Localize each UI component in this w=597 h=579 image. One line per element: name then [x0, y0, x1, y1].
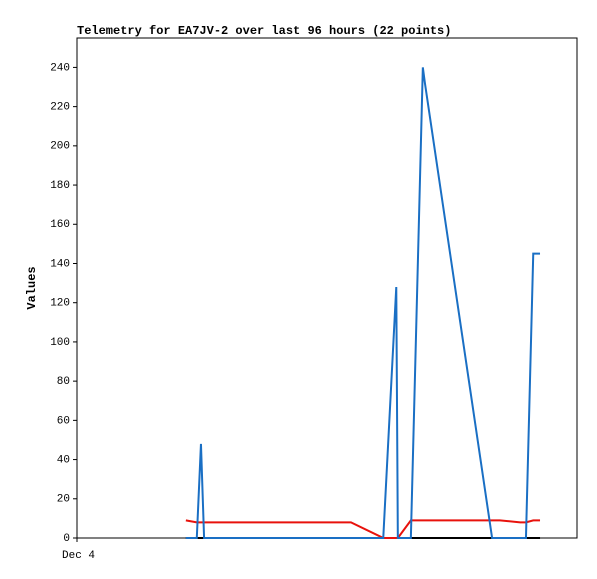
y-tick-label: 240	[50, 62, 70, 74]
plot-frame	[76, 37, 578, 539]
y-tick-label: 80	[57, 376, 70, 388]
y-axis-label: Values	[25, 266, 39, 309]
y-tick-label: 200	[50, 141, 70, 153]
y-tick-label: 180	[50, 180, 70, 192]
chart-title: Telemetry for EA7JV-2 over last 96 hours…	[77, 24, 451, 38]
y-tick-label: 40	[57, 454, 70, 466]
series-line	[185, 67, 541, 539]
y-tick-label: 160	[50, 219, 70, 231]
y-tick-label: 120	[50, 298, 70, 310]
y-tick-label: 100	[50, 337, 70, 349]
y-tick-label: 140	[50, 258, 70, 270]
x-tick-label: Dec 4	[62, 550, 95, 562]
y-tick-label: 60	[57, 415, 70, 427]
y-tick-label: 20	[57, 494, 70, 506]
y-tick-label: 220	[50, 102, 70, 114]
series-line	[185, 519, 541, 539]
y-tick-label: 0	[63, 533, 70, 545]
